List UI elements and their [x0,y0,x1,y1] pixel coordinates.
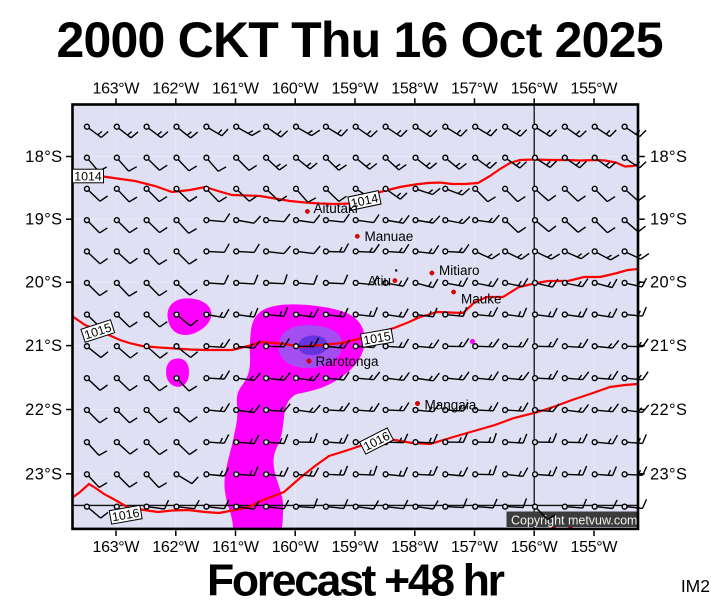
svg-text:Manuae: Manuae [365,229,414,244]
svg-text:Mitiaro: Mitiaro [439,263,480,278]
svg-text:22°S: 22°S [25,401,62,419]
svg-text:19°S: 19°S [650,211,687,229]
svg-text:156°W: 156°W [511,539,559,556]
svg-text:1015: 1015 [362,329,392,348]
svg-text:157°W: 157°W [451,81,499,98]
svg-text:Copyright metvuw.com: Copyright metvuw.com [511,513,637,527]
svg-text:Atiu: Atiu [368,274,391,289]
svg-text:23°S: 23°S [25,465,62,483]
svg-text:21°S: 21°S [650,337,687,355]
svg-text:160°W: 160°W [272,539,320,556]
svg-text:159°W: 159°W [332,81,380,98]
svg-text:19°S: 19°S [25,211,62,229]
svg-text:18°S: 18°S [650,148,687,166]
svg-text:163°W: 163°W [93,539,141,556]
svg-text:1014: 1014 [350,191,380,210]
svg-text:Forecast +48 hr: Forecast +48 hr [207,557,505,601]
svg-text:1016: 1016 [111,506,141,525]
svg-text:20°S: 20°S [650,274,687,292]
svg-text:22°S: 22°S [650,401,687,419]
svg-text:162°W: 162°W [152,539,200,556]
svg-text:Mangaia: Mangaia [425,398,477,413]
svg-text:23°S: 23°S [650,465,687,483]
svg-text:Mauke: Mauke [461,292,502,307]
svg-text:IM2: IM2 [681,576,710,596]
svg-text:163°W: 163°W [93,81,141,98]
svg-text:160°W: 160°W [272,81,320,98]
svg-text:162°W: 162°W [152,81,200,98]
svg-text:155°W: 155°W [571,81,619,98]
svg-text:156°W: 156°W [511,81,559,98]
svg-text:159°W: 159°W [332,539,380,556]
svg-text:158°W: 158°W [391,539,439,556]
svg-text:1014: 1014 [74,169,102,183]
svg-text:21°S: 21°S [25,337,62,355]
svg-text:155°W: 155°W [571,539,619,556]
svg-text:161°W: 161°W [212,81,260,98]
svg-text:20°S: 20°S [25,274,62,292]
svg-text:157°W: 157°W [451,539,499,556]
svg-text:18°S: 18°S [25,148,62,166]
svg-text:Aitutaki: Aitutaki [314,201,358,216]
svg-text:158°W: 158°W [391,81,439,98]
svg-text:Rarotonga: Rarotonga [316,354,380,369]
svg-text:2000 CKT Thu 16 Oct 2025: 2000 CKT Thu 16 Oct 2025 [57,12,664,68]
svg-text:161°W: 161°W [212,539,260,556]
